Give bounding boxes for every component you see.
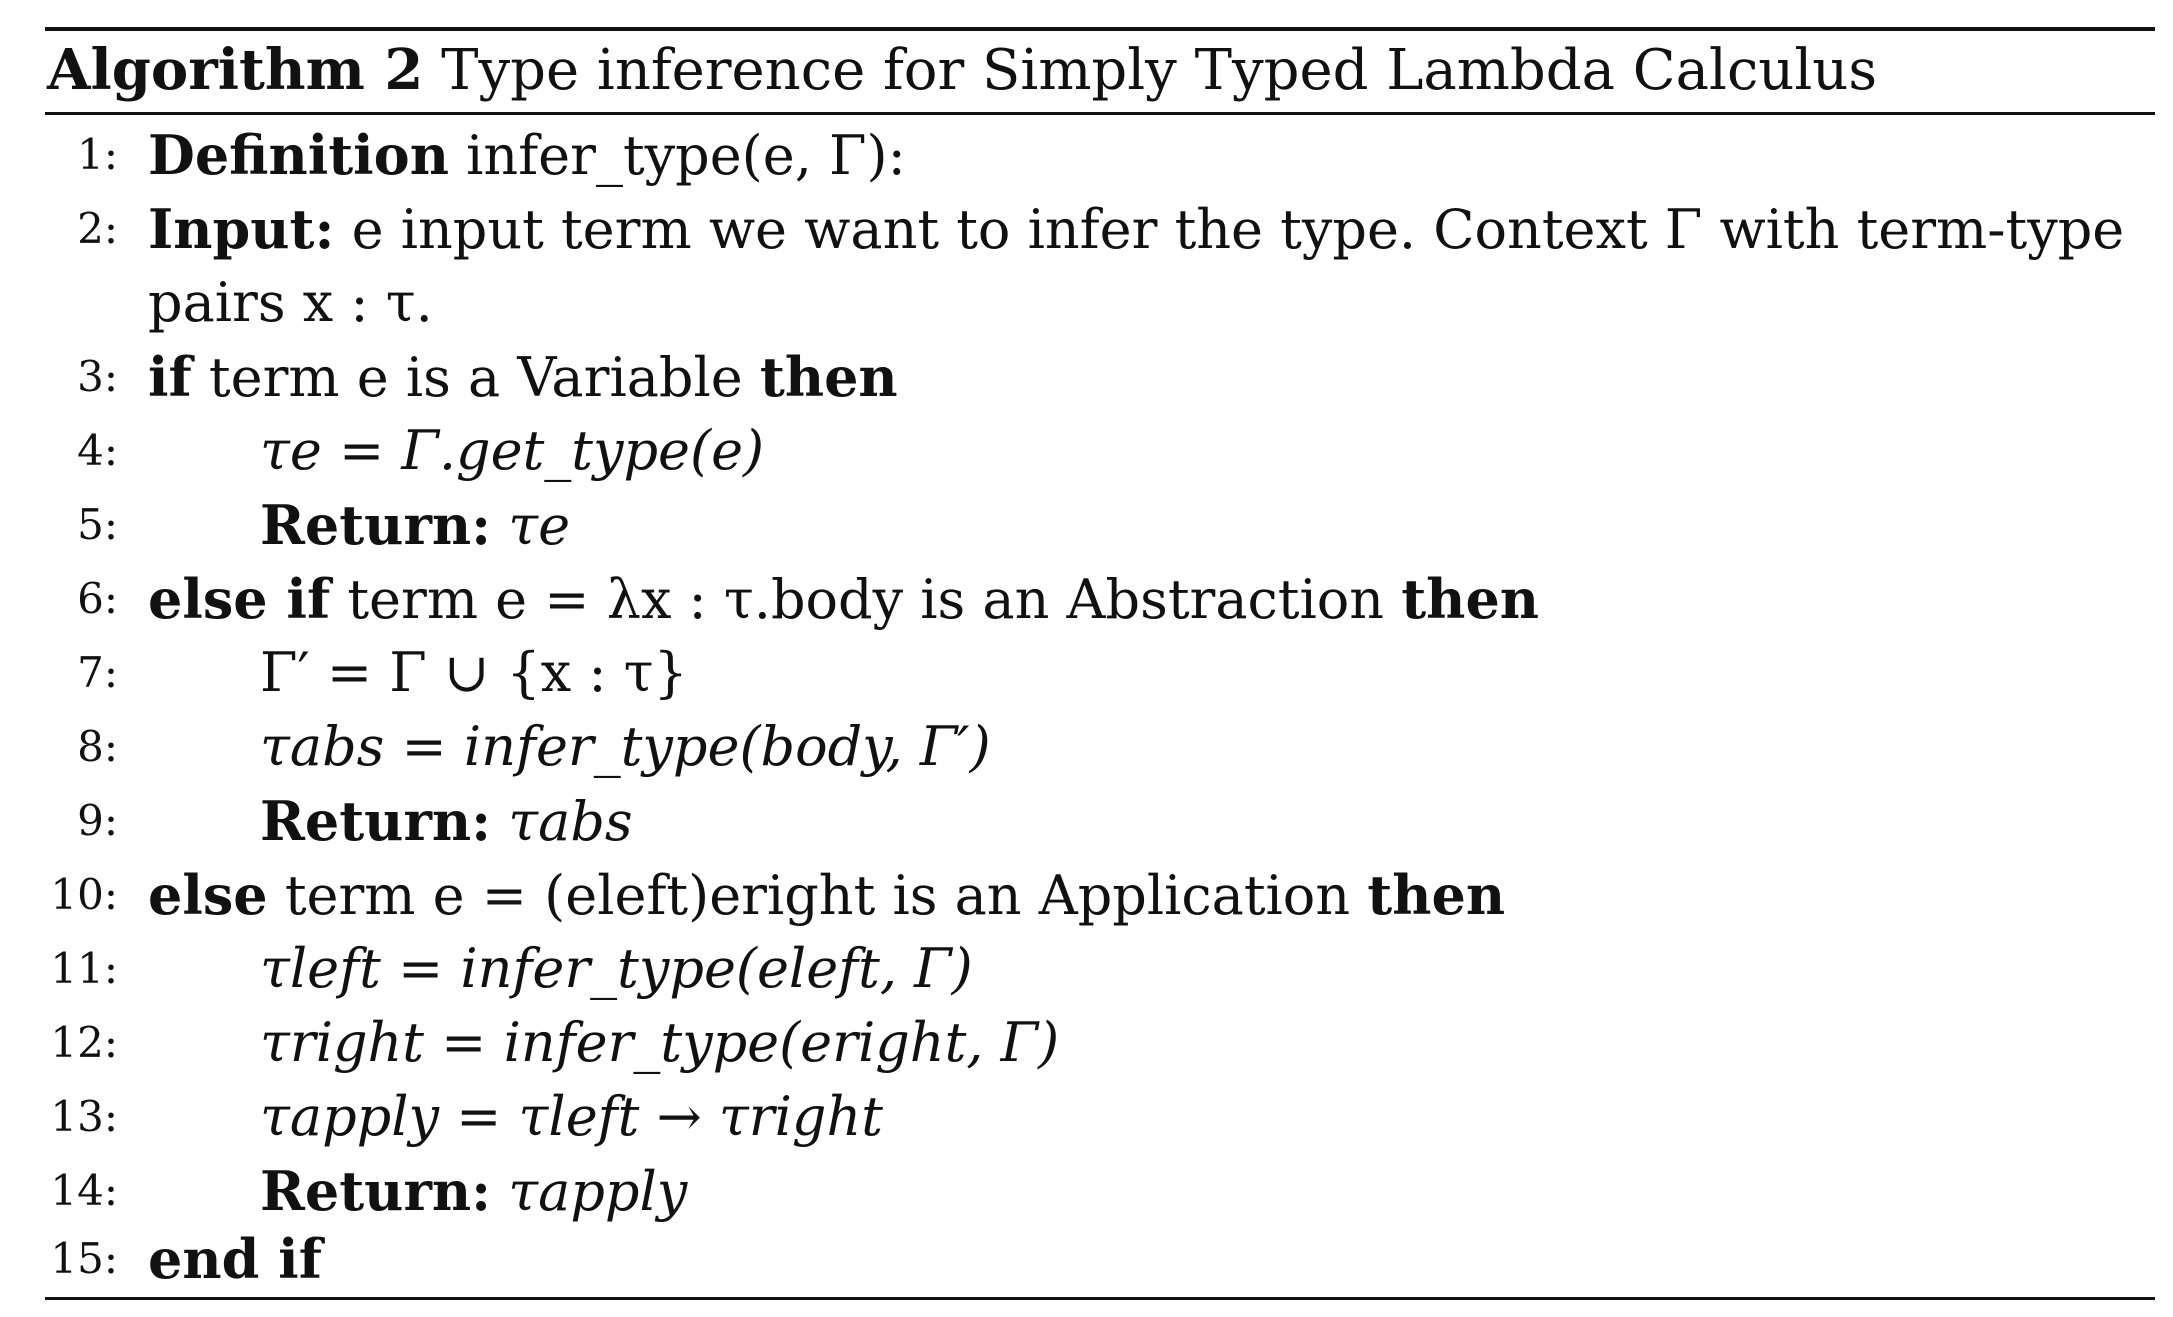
input-description: e input term we want to infer the type. … xyxy=(351,198,2125,261)
line-number: 8: xyxy=(77,722,118,771)
assign-tau-left: τleft = infer_type(eleft, Γ) xyxy=(260,937,973,1000)
line-content: else term e = (eleft)eright is an Applic… xyxy=(148,858,1505,933)
then-keyword: then xyxy=(1401,567,1540,631)
line-content: Return: τe xyxy=(260,488,570,563)
assign-tau-right: τright = infer_type(eright, Γ) xyxy=(260,1011,1060,1074)
return-keyword: Return: xyxy=(260,1159,492,1223)
line-number: 3: xyxy=(77,352,118,401)
algorithm-title: Type inference for Simply Typed Lambda C… xyxy=(441,38,1878,103)
line-number: 5: xyxy=(77,500,118,549)
top-rule xyxy=(45,27,2155,31)
definition-signature: infer_type(e, Γ): xyxy=(466,124,906,187)
input-keyword: Input: xyxy=(148,197,335,261)
if-condition: term e is a Variable xyxy=(208,346,743,409)
end-if-keyword: end if xyxy=(148,1227,322,1291)
algorithm-label: Algorithm 2 xyxy=(47,37,424,103)
then-keyword: then xyxy=(759,345,898,409)
line-content: Input: e input term we want to infer the… xyxy=(148,192,2124,267)
line-number: 7: xyxy=(77,648,118,697)
line-content: Return: τabs xyxy=(260,784,633,859)
abstraction-condition: term e = λx : τ.body is an Abstraction xyxy=(347,568,1385,631)
return-value: τabs xyxy=(508,790,633,853)
line-number: 13: xyxy=(50,1092,118,1141)
return-value: τapply xyxy=(508,1160,688,1223)
then-keyword: then xyxy=(1367,863,1506,927)
line-number: 2: xyxy=(77,204,118,253)
line-content: Return: τapply xyxy=(260,1154,687,1229)
line-content: else if term e = λx : τ.body is an Abstr… xyxy=(148,562,1539,637)
line-number: 9: xyxy=(77,796,118,845)
assign-tau-abs: τabs = infer_type(body, Γ′) xyxy=(260,715,991,778)
else-keyword: else xyxy=(148,863,268,927)
context-extension: Γ′ = Γ ∪ {x : τ} xyxy=(260,641,688,704)
line-content: Definition infer_type(e, Γ): xyxy=(148,118,906,193)
assign-tau-apply: τapply = τleft → τright xyxy=(260,1085,883,1148)
line-number: 10: xyxy=(50,870,118,919)
assign-tau-e: τe = Γ.get_type(e) xyxy=(260,419,765,482)
if-keyword: if xyxy=(148,345,192,409)
line-number: 12: xyxy=(50,1018,118,1067)
definition-keyword: Definition xyxy=(148,123,449,187)
line-number: 1: xyxy=(77,130,118,179)
else-if-keyword: else if xyxy=(148,567,331,631)
line-number: 6: xyxy=(77,574,118,623)
return-value: τe xyxy=(508,494,571,557)
line-number: 15: xyxy=(50,1234,118,1283)
line-number: 14: xyxy=(50,1166,118,1215)
line-number: 11: xyxy=(50,944,118,993)
algorithm-caption: Algorithm 2 Type inference for Simply Ty… xyxy=(47,36,1877,105)
input-description-continued: pairs x : τ. xyxy=(148,271,433,334)
caption-rule xyxy=(45,112,2155,115)
return-keyword: Return: xyxy=(260,493,492,557)
line-content: if term e is a Variable then xyxy=(148,340,898,415)
application-condition: term e = (eleft)eright is an Application xyxy=(284,864,1351,927)
return-keyword: Return: xyxy=(260,789,492,853)
line-number: 4: xyxy=(77,426,118,475)
bottom-rule xyxy=(45,1297,2155,1300)
